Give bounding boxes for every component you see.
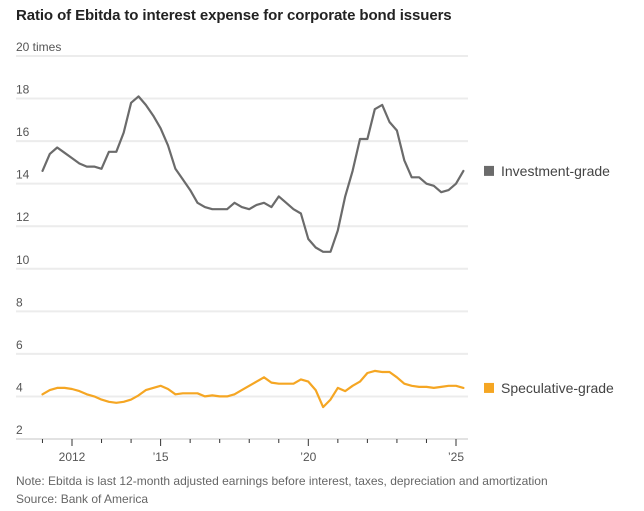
series-lines — [41, 95, 465, 409]
investment-grade-line — [41, 95, 465, 253]
y-tick-label: 18 — [16, 83, 30, 97]
chart-footnote: Note: Ebitda is last 12-month adjusted e… — [16, 472, 548, 508]
legend: Investment-grade Speculative-grade — [484, 163, 614, 396]
y-tick-label: 20 times — [16, 40, 61, 54]
gridlines — [16, 55, 468, 440]
legend-swatch — [484, 382, 494, 393]
y-tick-label: 6 — [16, 338, 23, 352]
legend-label: Speculative-grade — [501, 380, 614, 396]
legend-item-speculative-grade: Speculative-grade — [484, 380, 614, 396]
y-tick-label: 4 — [16, 380, 23, 394]
chart-title: Ratio of Ebitda to interest expense for … — [16, 7, 452, 24]
x-tick-label: ’25 — [448, 450, 464, 464]
y-tick-label: 10 — [16, 253, 30, 267]
note-text: Note: Ebitda is last 12-month adjusted e… — [16, 474, 548, 488]
y-tick-label: 8 — [16, 295, 23, 309]
speculative-grade-line — [41, 369, 465, 409]
y-axis-labels: 2 4 6 8 10 12 14 16 18 20 times — [16, 40, 61, 437]
y-tick-label: 2 — [16, 423, 23, 437]
x-tick-label: ’15 — [153, 450, 169, 464]
x-tick-label: 2012 — [59, 450, 86, 464]
legend-swatch — [484, 165, 494, 176]
legend-item-investment-grade: Investment-grade — [484, 163, 610, 179]
x-axis: 2012 ’15 ’20 ’25 — [41, 439, 464, 464]
y-tick-label: 12 — [16, 210, 30, 224]
y-tick-label: 16 — [16, 125, 30, 139]
source-text: Source: Bank of America — [16, 492, 149, 506]
y-tick-label: 14 — [16, 168, 30, 182]
x-tick-label: ’20 — [300, 450, 316, 464]
legend-label: Investment-grade — [501, 163, 610, 179]
